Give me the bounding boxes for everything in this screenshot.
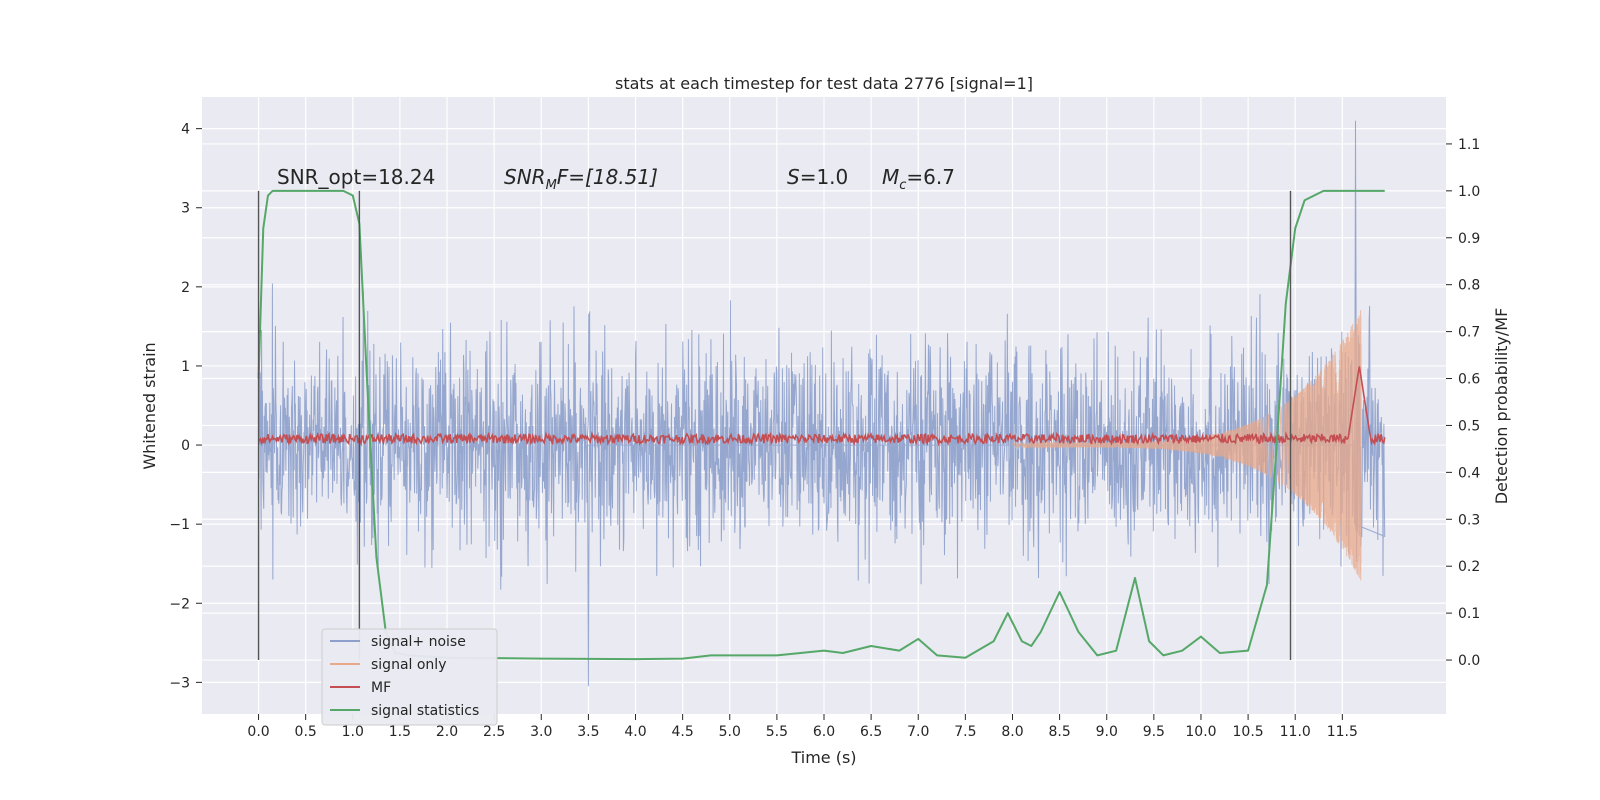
annotation-snr-mf-sub: M — [546, 178, 557, 193]
x-tick-label: 5.5 — [766, 724, 788, 740]
x-tick-label: 4.0 — [624, 724, 646, 740]
right-axis-tick-label: 0.3 — [1458, 512, 1480, 528]
annotations: SNR_opt=18.24 SNRMF=[18.51] S=1.0 Mc=6.7 — [277, 165, 955, 193]
annotation-mc-tail: =6.7 — [906, 165, 955, 189]
right-axis-tick-label: 0.0 — [1458, 653, 1480, 669]
x-tick-label: 9.0 — [1096, 724, 1118, 740]
x-tick-label: 8.5 — [1048, 724, 1070, 740]
x-axis-ticks: 0.0 0.5 1.0 1.5 2.0 2.5 3.0 3.5 4.0 4.5 5.0 5.5 6.0 6… — [247, 714, 1358, 740]
annotation-mc-text: M — [882, 165, 899, 189]
x-tick-label: 11.0 — [1280, 724, 1311, 740]
series-signal-noise — [258, 120, 1386, 687]
right-axis-tick-label: 0.2 — [1458, 559, 1480, 575]
series-mf — [258, 366, 1386, 447]
annotation-s: S=1.0 — [787, 165, 848, 189]
x-tick-label: 10.0 — [1185, 724, 1216, 740]
event-markers — [257, 190, 1292, 661]
annotation-mc-sub: c — [899, 178, 906, 193]
y-tick-label: −2 — [169, 596, 190, 612]
right-axis-ticks: 1.1 1.0 0.9 0.8 0.7 0.6 0.5 0.4 0.3 0.2 0.1 0.0 — [1446, 137, 1480, 669]
x-tick-label: 1.0 — [342, 724, 364, 740]
x-tick-label: 6.5 — [860, 724, 882, 740]
x-tick-label: 5.0 — [719, 724, 741, 740]
x-tick-label: 3.0 — [530, 724, 552, 740]
legend-label-signal-noise: signal+ noise — [371, 634, 466, 650]
legend-frame — [321, 628, 498, 726]
annotation-mc: Mc=6.7 — [882, 165, 955, 193]
right-axis-tick-label: 0.6 — [1458, 372, 1480, 388]
annotation-snr-mf-tail: F=[18.51] — [557, 165, 658, 189]
plot-series — [257, 120, 1386, 687]
y-axis-label: Whitened strain — [140, 342, 159, 469]
right-axis-tick-label: 0.5 — [1458, 418, 1480, 434]
x-tick-label: 7.0 — [907, 724, 929, 740]
y-tick-label: 2 — [181, 280, 190, 296]
x-tick-label: 4.5 — [672, 724, 694, 740]
x-tick-label: 1.5 — [389, 724, 411, 740]
x-tick-label: 9.5 — [1143, 724, 1165, 740]
x-tick-label: 7.5 — [954, 724, 976, 740]
chart-title: stats at each timestep for test data 277… — [615, 74, 1033, 93]
right-axis-tick-label: 1.0 — [1458, 184, 1480, 200]
annotation-snr-mf: SNRMF=[18.51] — [504, 165, 658, 193]
annotation-snr-mf-text: SNR — [504, 165, 546, 189]
y-tick-label: −1 — [169, 517, 190, 533]
x-axis-label: Time (s) — [790, 748, 856, 767]
right-axis-tick-label: 0.4 — [1458, 465, 1480, 481]
y-tick-label: −3 — [169, 675, 190, 691]
x-tick-label: 8.0 — [1001, 724, 1023, 740]
x-tick-label: 0.0 — [247, 724, 269, 740]
legend-label-signal-only: signal only — [371, 657, 446, 673]
x-tick-label: 11.5 — [1327, 724, 1358, 740]
annotation-s-text: S — [787, 165, 800, 189]
series-signal-only — [1012, 310, 1362, 581]
right-axis-tick-label: 0.9 — [1458, 231, 1480, 247]
y-tick-label: 0 — [181, 438, 190, 454]
legend-label-signal-statistics: signal statistics — [371, 703, 479, 719]
x-tick-label: 3.5 — [577, 724, 599, 740]
right-axis-tick-label: 0.1 — [1458, 606, 1480, 622]
y-tick-label: 4 — [181, 122, 190, 138]
x-tick-label: 6.0 — [813, 724, 835, 740]
right-axis-grid — [202, 143, 1446, 661]
right-axis-tick-label: 1.1 — [1458, 137, 1480, 153]
annotation-snr-opt: SNR_opt=18.24 — [277, 165, 435, 189]
x-tick-label: 0.5 — [295, 724, 317, 740]
y-tick-label: 1 — [181, 359, 190, 375]
right-axis-label: Detection probability/MF — [1492, 308, 1511, 505]
legend: signal+ noise signal only MF signal stat… — [321, 628, 498, 726]
x-tick-label: 2.5 — [483, 724, 505, 740]
y-axis-ticks: 4 3 2 1 0 −1 −2 −3 — [169, 122, 202, 691]
annotation-s-tail: =1.0 — [800, 165, 849, 189]
right-axis-tick-label: 0.8 — [1458, 278, 1480, 294]
right-axis-tick-label: 0.7 — [1458, 325, 1480, 341]
series-signal-statistics — [257, 189, 1385, 661]
x-tick-label: 2.0 — [436, 724, 458, 740]
legend-label-mf: MF — [371, 680, 391, 696]
x-tick-label: 10.5 — [1233, 724, 1264, 740]
y-tick-label: 3 — [181, 201, 190, 217]
